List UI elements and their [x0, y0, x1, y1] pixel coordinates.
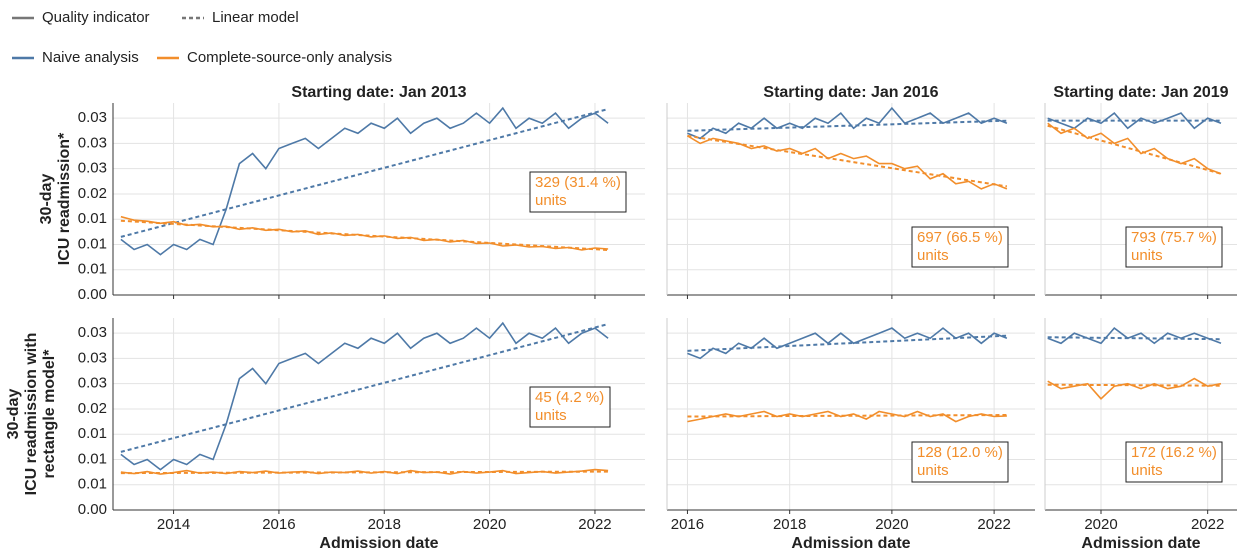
annotation-text: 128 (12.0 %)	[917, 444, 1003, 461]
x-tick-label: 2018	[773, 516, 806, 533]
annotation-text: units	[535, 192, 567, 209]
x-tick-label: 2014	[157, 516, 190, 533]
annotation-text: units	[1131, 247, 1163, 264]
annotation-box	[1125, 441, 1223, 483]
x-tick-label: 2020	[473, 516, 506, 533]
linear-model	[687, 414, 1007, 418]
annotation-box	[1125, 226, 1223, 268]
annotation-text: 793 (75.7 %)	[1131, 229, 1217, 246]
series-line	[687, 327, 1008, 360]
legend-label: Quality indicator	[42, 9, 150, 26]
linear-model	[1047, 383, 1222, 387]
y-axis-label-line: 30-day	[38, 174, 55, 225]
series-line	[120, 321, 609, 471]
annotation-text: 172 (16.2 %)	[1131, 444, 1217, 461]
x-tick-label: 2020	[875, 516, 908, 533]
annotation-box	[529, 386, 611, 428]
annotation-text: units	[917, 462, 949, 479]
series-line	[1047, 112, 1222, 130]
y-tick-label: 0.01	[78, 476, 107, 493]
y-axis-label-line: ICU readmission with	[23, 333, 40, 496]
series-line	[1047, 327, 1222, 345]
annotation-box	[911, 441, 1009, 483]
x-axis-label: Admission date	[1081, 535, 1200, 552]
y-axis-label: 30-day ICU readmission with rectangle mode…	[5, 333, 58, 496]
legend-label: Complete-source-only analysis	[187, 49, 392, 66]
y-tick-label: 0.03	[78, 375, 107, 392]
y-tick-label: 0.03	[78, 160, 107, 177]
panel-title: Starting date: Jan 2016	[763, 84, 938, 101]
y-tick-label: 0.03	[78, 134, 107, 151]
linear-model	[687, 119, 1007, 132]
y-tick-label: 0.03	[78, 109, 107, 126]
y-tick-label: 0.02	[78, 185, 107, 202]
series-line	[687, 106, 1008, 140]
series-line	[1047, 377, 1222, 400]
x-tick-label: 2022	[578, 516, 611, 533]
annotation-text: 45 (4.2 %)	[535, 389, 604, 406]
y-tick-label: 0.01	[78, 261, 107, 278]
y-axis-label-line: rectangle model*	[41, 349, 58, 479]
linear-model	[687, 134, 1008, 188]
x-axis-label: Admission date	[791, 535, 910, 552]
linear-model	[687, 334, 1007, 352]
x-tick-label: 2016	[671, 516, 704, 533]
y-tick-label: 0.01	[78, 425, 107, 442]
x-tick-label: 2016	[262, 516, 295, 533]
series-line	[686, 135, 1008, 190]
y-tick-label: 0.01	[78, 450, 107, 467]
y-tick-label: 0.01	[78, 235, 107, 252]
x-tick-label: 2022	[977, 516, 1010, 533]
legend-label: Linear model	[212, 9, 299, 26]
annotation-box	[529, 171, 627, 213]
linear-model	[120, 219, 609, 252]
x-tick-label: 2018	[368, 516, 401, 533]
y-tick-label: 0.02	[78, 400, 107, 417]
y-tick-label: 0.00	[78, 286, 107, 303]
series-line	[1047, 122, 1222, 175]
legend-label: Naive analysis	[42, 49, 139, 66]
series-line	[120, 215, 609, 251]
y-axis-label-line: ICU readmission*	[56, 132, 73, 265]
panel-title: Starting date: Jan 2013	[291, 84, 466, 101]
annotation-text: units	[917, 247, 949, 264]
panel-title: Starting date: Jan 2019	[1053, 84, 1228, 101]
series-line	[120, 106, 609, 256]
y-tick-label: 0.03	[78, 349, 107, 366]
annotation-text: 329 (31.4 %)	[535, 174, 621, 191]
annotation-box	[911, 226, 1009, 268]
linear-model	[1047, 124, 1222, 175]
annotation-text: units	[1131, 462, 1163, 479]
x-axis-label: Admission date	[319, 535, 438, 552]
y-tick-label: 0.03	[78, 324, 107, 341]
x-tick-label: 2020	[1084, 516, 1117, 533]
y-axis-label-line: 30-day	[5, 389, 22, 440]
y-tick-label: 0.00	[78, 501, 107, 518]
x-tick-label: 2022	[1191, 516, 1224, 533]
annotation-text: units	[535, 407, 567, 424]
linear-model	[1047, 336, 1222, 341]
series-line	[687, 410, 1007, 423]
y-tick-label: 0.01	[78, 210, 107, 227]
annotation-text: 697 (66.5 %)	[917, 229, 1003, 246]
linear-model	[120, 470, 609, 475]
y-axis-label: 30-day ICU readmission*	[38, 132, 73, 265]
